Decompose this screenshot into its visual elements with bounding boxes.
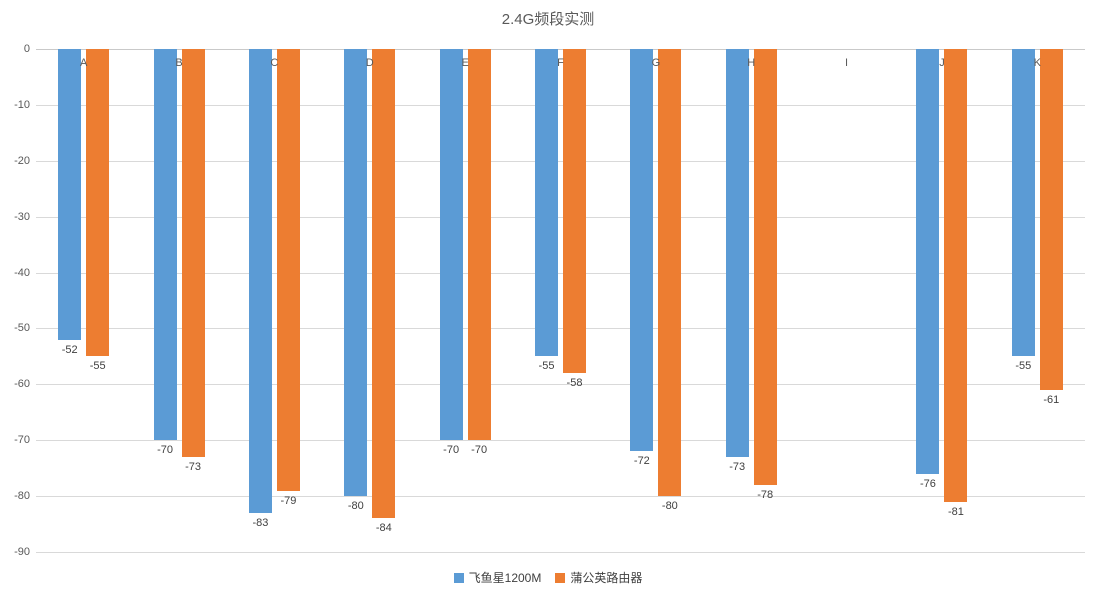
data-label: -80 <box>347 500 364 513</box>
category-label: I <box>845 57 849 69</box>
data-label: -73 <box>185 460 201 473</box>
gridline <box>36 440 1085 442</box>
gridline <box>36 552 1085 553</box>
data-label: -52 <box>61 343 78 356</box>
data-label: -84 <box>375 522 392 535</box>
bar-J-series1 <box>916 49 940 474</box>
data-label: -55 <box>89 360 106 373</box>
category-label: F <box>557 57 564 69</box>
legend: 飞鱼星1200M 蒲公英路由器 <box>0 569 1096 586</box>
y-tick-label: -50 <box>14 322 30 335</box>
legend-label-series1: 飞鱼星1200M <box>468 571 542 585</box>
bar-D-series2 <box>372 49 396 519</box>
gridline <box>36 328 1085 330</box>
gridline <box>36 384 1085 386</box>
data-label: -80 <box>661 500 678 513</box>
data-label: -72 <box>633 455 650 468</box>
bar-A-series1 <box>58 49 82 340</box>
gridline <box>36 272 1085 274</box>
legend-item: 蒲公英路由器 <box>555 569 642 586</box>
data-label: -73 <box>729 460 746 473</box>
bar-J-series2 <box>944 49 968 502</box>
bar-F-series2 <box>563 49 586 374</box>
legend-swatch-series2-icon <box>555 572 566 583</box>
data-label: -81 <box>948 505 964 518</box>
data-label: -61 <box>1043 393 1060 406</box>
bar-G-series2 <box>658 49 682 497</box>
category-label: B <box>175 57 183 69</box>
bar-H-series1 <box>725 49 749 457</box>
legend-swatch-series1-icon <box>453 572 464 583</box>
chart-title: 2.4G频段实测 <box>501 11 595 28</box>
category-label: K <box>1033 57 1041 69</box>
data-label: -70 <box>157 444 173 457</box>
y-tick-label: -30 <box>14 210 30 223</box>
y-tick-label: -90 <box>14 546 30 558</box>
bar-E-series1 <box>439 49 463 441</box>
category-label: G <box>651 57 661 69</box>
bar-B-series2 <box>181 49 205 457</box>
y-tick-label: -40 <box>14 266 30 279</box>
y-tick-label: -80 <box>14 490 30 503</box>
bar-K-series1 <box>1011 49 1035 357</box>
bar-A-series2 <box>86 49 110 357</box>
bar-E-series2 <box>467 49 491 441</box>
bar-G-series1 <box>630 49 654 452</box>
bar-K-series2 <box>1039 49 1063 390</box>
plot-area: A -52 -55 B -70 -73 C -83 -79 D -80 -84 E -70 -70 F -55-… <box>36 49 1085 553</box>
y-tick-label: -60 <box>14 378 30 391</box>
gridline <box>36 216 1085 218</box>
category-label: C <box>270 57 279 69</box>
data-label: -55 <box>538 360 555 373</box>
data-label: -83 <box>252 516 269 529</box>
gridline <box>36 49 1085 50</box>
y-tick-label: 0 <box>23 43 30 55</box>
y-tick-label: -70 <box>14 434 30 447</box>
data-label: -79 <box>280 494 297 507</box>
category-label: A <box>80 57 88 69</box>
gridline <box>36 160 1085 162</box>
category-label: J <box>939 57 945 69</box>
bar-B-series1 <box>153 49 177 441</box>
y-axis: 0 -10 -20 -30 -40 -50 -60 -70 -80 -90 <box>0 43 30 558</box>
category-label: E <box>461 57 469 69</box>
data-label: -70 <box>471 444 488 457</box>
bar-C-series2 <box>276 49 300 491</box>
category-label: D <box>365 57 374 69</box>
bar-D-series1 <box>344 49 368 497</box>
y-tick-label: -10 <box>14 98 30 111</box>
data-label: -78 <box>757 488 774 501</box>
y-tick-label: -20 <box>14 154 30 167</box>
data-label: -55 <box>1015 360 1032 373</box>
legend-item: 飞鱼星1200M <box>453 569 542 586</box>
legend-label-series2: 蒲公英路由器 <box>570 571 643 585</box>
data-label: -76 <box>920 477 936 490</box>
category-label: H <box>747 57 756 69</box>
data-label: -58 <box>566 377 583 390</box>
bar-H-series2 <box>753 49 777 485</box>
data-label: -70 <box>443 444 460 457</box>
bar-C-series1 <box>248 49 272 513</box>
bar-F-series1 <box>535 49 558 357</box>
gridline <box>36 104 1085 106</box>
gridline <box>36 496 1085 498</box>
